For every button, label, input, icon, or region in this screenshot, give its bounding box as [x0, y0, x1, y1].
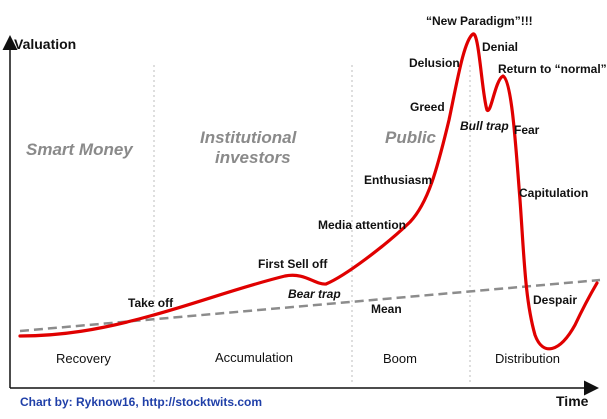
credit-line: Chart by: Ryknow16, http://stocktwits.co…: [20, 395, 262, 409]
label-enthusiasm: Enthusiasm: [364, 173, 432, 187]
label-delusion: Delusion: [409, 56, 460, 70]
stage-accumulation: Accumulation: [215, 350, 293, 365]
label-despair: Despair: [533, 293, 577, 307]
stage-recovery: Recovery: [56, 351, 111, 366]
label-bear-trap: Bear trap: [288, 287, 341, 301]
label-bull-trap: Bull trap: [460, 119, 509, 133]
label-greed: Greed: [410, 100, 445, 114]
label-denial: Denial: [482, 40, 518, 54]
label-media-attention: Media attention: [318, 218, 406, 232]
label-capitulation: Capitulation: [519, 186, 588, 200]
phase-institutional-line2: investors: [215, 148, 291, 167]
stage-distribution: Distribution: [495, 351, 560, 366]
x-axis-label: Time: [556, 393, 589, 409]
valuation-curve: [18, 32, 599, 351]
y-axis-label: Valuation: [14, 36, 76, 52]
phase-public: Public: [385, 128, 437, 147]
label-return-to-normal: Return to “normal”: [498, 62, 607, 76]
phase-smart-money: Smart Money: [26, 140, 134, 159]
label-mean: Mean: [371, 302, 402, 316]
stage-boom: Boom: [383, 351, 417, 366]
label-fear: Fear: [514, 123, 540, 137]
label-take-off: Take off: [128, 296, 174, 310]
label-new-paradigm: “New Paradigm”!!!: [426, 14, 533, 28]
phase-institutional-line1: Institutional: [200, 128, 298, 147]
label-first-sell-off: First Sell off: [258, 257, 328, 271]
